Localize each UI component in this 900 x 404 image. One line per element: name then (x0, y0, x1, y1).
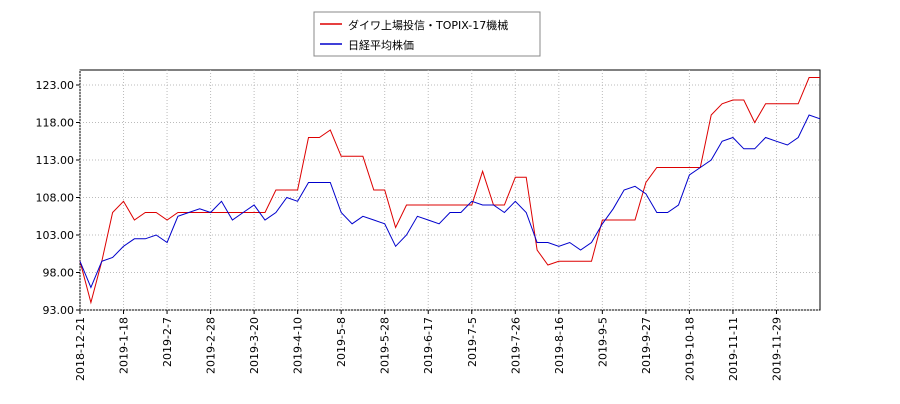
x-tick-label: 2019-2-28 (205, 317, 218, 374)
x-tick-label: 2019-9-5 (596, 317, 609, 367)
x-tick-label: 2019-9-27 (640, 317, 653, 374)
y-tick-label: 123.00 (36, 79, 75, 92)
x-tick-label: 2019-6-17 (422, 317, 435, 374)
y-tick-label: 118.00 (36, 117, 75, 130)
x-tick-label: 2019-11-11 (727, 317, 740, 381)
plot-frame (79, 69, 821, 311)
y-tick-label: 108.00 (36, 192, 75, 205)
x-tick-label: 2019-3-20 (248, 317, 261, 374)
series-line (79, 77, 820, 305)
y-tick-label: 103.00 (36, 229, 75, 242)
x-tick-label: 2019-7-5 (466, 317, 479, 367)
x-tick-label: 2019-5-8 (335, 317, 348, 367)
x-tick-label: 2019-1-18 (118, 317, 131, 374)
y-tick-label: 113.00 (36, 154, 75, 167)
x-tick-label: 2019-8-16 (553, 317, 566, 374)
x-tick-label: 2018-12-21 (74, 317, 87, 381)
x-tick-label: 2019-5-28 (379, 317, 392, 374)
x-tick-label: 2019-11-29 (770, 317, 783, 381)
x-tick-label: 2019-7-26 (509, 317, 522, 374)
series-line (79, 114, 821, 289)
legend-label: 日経平均株価 (348, 38, 414, 52)
legend-label: ダイワ上場投信・TOPIX-17機械 (348, 18, 508, 32)
x-tick-label: 2019-4-10 (292, 317, 305, 374)
legend (313, 11, 541, 57)
y-tick-label: 98.00 (43, 267, 75, 280)
x-tick-label: 2019-2-7 (161, 317, 174, 367)
x-tick-label: 2019-10-18 (683, 317, 696, 381)
y-tick-label: 93.00 (43, 304, 75, 317)
